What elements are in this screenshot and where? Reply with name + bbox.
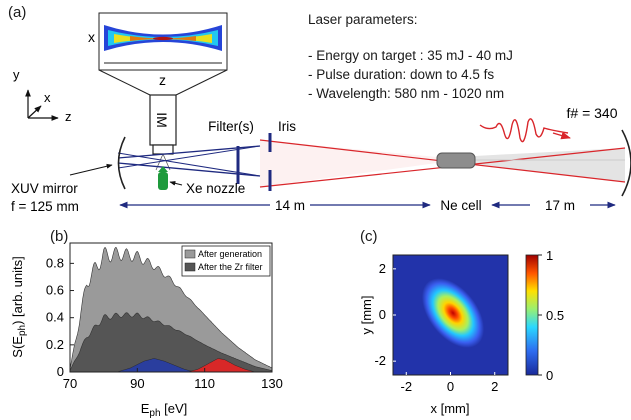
filters-label: Filter(s) (208, 119, 254, 134)
legend-label-zr: After the Zr filter (198, 262, 263, 272)
xuv-ray-lower (117, 162, 261, 177)
beam-y-ticks: 2 0 -2 (374, 261, 396, 368)
x-tick-label: 110 (194, 376, 215, 391)
laser-params-title: Laser parameters: (308, 12, 418, 27)
spectrum-y-ticks: 0 0.2 0.4 0.6 0.8 (46, 255, 74, 379)
beam-x-ticks: -2 0 2 (400, 372, 498, 394)
xe-nozzle-tip (158, 166, 168, 172)
y-tick-label: 0.8 (46, 255, 64, 270)
im-camera (149, 94, 177, 146)
im-camera-lens (152, 144, 174, 155)
colorbar (525, 254, 539, 376)
axis-z-label: z (65, 109, 72, 124)
panel-c-label: (c) (360, 228, 378, 245)
panel-b-label: (b) (50, 228, 69, 245)
beam-spot (421, 278, 485, 348)
ne-cell (436, 152, 476, 169)
dist-14m-label: 14 m (275, 198, 305, 213)
spectrum-plot-area (69, 247, 273, 373)
y-tick-label: 0 (57, 364, 64, 379)
beam-y-label: y [mm] (359, 296, 374, 335)
beam-profile-chart: -2 0 2 20-2 10.50 y [mm] x [mm] (359, 248, 564, 416)
xe-nozzle-label: Xe nozzle (186, 181, 245, 196)
funnel-right-line (175, 69, 228, 96)
xe-nozzle-pointer (169, 180, 183, 186)
inset-z-label: z (159, 72, 166, 88)
coord-axes (25, 89, 59, 121)
colorbar-tick-label: 1 (546, 248, 553, 263)
focus-inset (98, 12, 228, 71)
spectrum-x-label: Eph [eV] (141, 401, 188, 419)
xuv-ray-cross-a (117, 152, 261, 177)
setup-diagram: x z IM y x z f# = 3 (11, 12, 631, 214)
xuv-ray-upper (117, 145, 261, 159)
laser-cone-gray (475, 148, 625, 182)
funnel-left-line (98, 69, 151, 96)
colorbar-tick-label: 0.5 (546, 308, 564, 323)
legend-swatch-zr (184, 262, 196, 272)
inset-x-label: x (88, 29, 95, 45)
legend-swatch-generation (184, 249, 196, 259)
laser-wavelength-line: - Wavelength: 580 nm - 1020 nm (308, 86, 505, 101)
xe-nozzle (158, 172, 168, 190)
laser-energy-line: - Energy on target : 35 mJ - 40 mJ (308, 48, 513, 63)
colorbar-ticks: 10.50 (538, 248, 564, 383)
dist-17m-label: 17 m (545, 198, 575, 213)
fnumber-label: f# = 340 (567, 105, 618, 121)
im-label: IM (154, 112, 170, 128)
x-tick-label: 70 (63, 376, 77, 391)
axis-y-label: y (13, 67, 20, 82)
y-tick-label: 0.2 (46, 337, 64, 352)
iris-label: Iris (278, 119, 296, 134)
xuv-mirror-pointer (69, 163, 113, 176)
beam-x-label: x [mm] (431, 401, 470, 416)
x-tick-label: 0 (447, 379, 454, 394)
colorbar-tick-label: 0 (546, 368, 553, 383)
x-tick-label: 90 (130, 376, 144, 391)
x-tick-label: 130 (261, 376, 283, 391)
laser-duration-line: - Pulse duration: down to 4.5 fs (308, 67, 495, 82)
laser-pulse-arrow (552, 131, 571, 140)
ne-cell-label: Ne cell (440, 198, 481, 213)
spectrum-legend: After generation After the Zr filter (181, 245, 271, 277)
legend-label-generation: After generation (198, 249, 262, 259)
harmonic-band-1 (117, 358, 195, 373)
y-tick-label: 2 (379, 261, 386, 276)
y-tick-label: 0.6 (46, 283, 64, 298)
spectrum-x-ticks: 70 90 110 130 (63, 368, 283, 391)
laser-cone-fill (260, 140, 437, 187)
xuv-ray-cross-b (117, 145, 261, 169)
axis-x-label: x (44, 90, 51, 105)
x-tick-label: -2 (400, 379, 412, 394)
xuv-mirror (117, 136, 126, 190)
x-tick-label: 2 (491, 379, 498, 394)
y-tick-label: -2 (374, 353, 386, 368)
y-tick-label: 0 (379, 307, 386, 322)
laser-parameters: Laser parameters: - Energy on target : 3… (308, 10, 513, 103)
focal-label: f = 125 mm (11, 199, 79, 214)
spectrum-frame (69, 242, 273, 373)
panel-a-label: (a) (8, 4, 27, 21)
xuv-mirror-label: XUV mirror (11, 181, 78, 196)
laser-pulse-wave (479, 118, 569, 143)
y-tick-label: 0.4 (46, 310, 64, 325)
series-after-zr-filter (69, 312, 273, 373)
spectrum-y-label: S(Eph) [arb. units] (10, 256, 28, 357)
spectrum-chart: 70 90 110 130 0 0.2 0.4 0.6 0.8 After generatio… (10, 242, 283, 419)
